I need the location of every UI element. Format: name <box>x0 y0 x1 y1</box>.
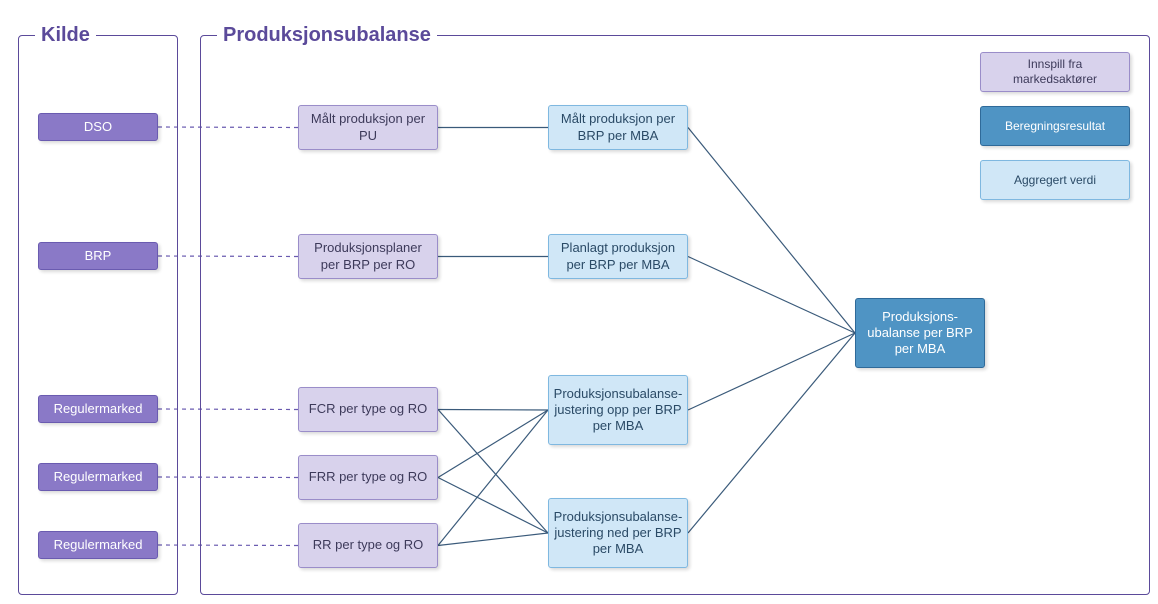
legend-item-label: Beregningsresultat <box>1005 119 1105 134</box>
node-k_rm2: Regulermarked <box>38 463 158 491</box>
node-p_plan: Produksjonsplaner per BRP per RO <box>298 234 438 279</box>
legend-item-label: Aggregert verdi <box>1014 173 1096 188</box>
node-label: Produksjonsplaner per BRP per RO <box>303 240 433 273</box>
node-label: Planlagt produksjon per BRP per MBA <box>553 240 683 273</box>
node-p_malt: Målt produksjon per PU <box>298 105 438 150</box>
node-a_ned: Produksjonsubalanse-justering ned per BR… <box>548 498 688 568</box>
node-a_opp: Produksjonsubalanse-justering opp per BR… <box>548 375 688 445</box>
node-label: DSO <box>84 119 112 135</box>
node-label: Produksjonsubalanse-justering ned per BR… <box>553 509 683 558</box>
node-a_malt: Målt produksjon per BRP per MBA <box>548 105 688 150</box>
node-label: Produksjons-ubalanse per BRP per MBA <box>860 309 980 358</box>
legend-item-2: Aggregert verdi <box>980 160 1130 200</box>
node-label: FCR per type og RO <box>309 401 428 417</box>
node-k_rm1: Regulermarked <box>38 395 158 423</box>
node-label: BRP <box>85 248 112 264</box>
node-label: Regulermarked <box>54 469 143 485</box>
node-label: Målt produksjon per BRP per MBA <box>553 111 683 144</box>
node-label: Regulermarked <box>54 401 143 417</box>
legend-item-0: Innspill fra markedsaktører <box>980 52 1130 92</box>
node-p_frr: FRR per type og RO <box>298 455 438 500</box>
kilde-panel-title: Kilde <box>35 24 96 47</box>
node-p_fcr: FCR per type og RO <box>298 387 438 432</box>
legend-item-1: Beregningsresultat <box>980 106 1130 146</box>
node-k_rm3: Regulermarked <box>38 531 158 559</box>
legend-item-label: Innspill fra markedsaktører <box>985 57 1125 87</box>
node-p_rr: RR per type og RO <box>298 523 438 568</box>
node-a_plan: Planlagt produksjon per BRP per MBA <box>548 234 688 279</box>
node-r_final: Produksjons-ubalanse per BRP per MBA <box>855 298 985 368</box>
node-label: Produksjonsubalanse-justering opp per BR… <box>553 386 683 435</box>
main-panel-title: Produksjonsubalanse <box>217 24 437 47</box>
node-k_dso: DSO <box>38 113 158 141</box>
node-label: Målt produksjon per PU <box>303 111 433 144</box>
node-k_brp: BRP <box>38 242 158 270</box>
node-label: RR per type og RO <box>313 537 424 553</box>
node-label: FRR per type og RO <box>309 469 428 485</box>
node-label: Regulermarked <box>54 537 143 553</box>
